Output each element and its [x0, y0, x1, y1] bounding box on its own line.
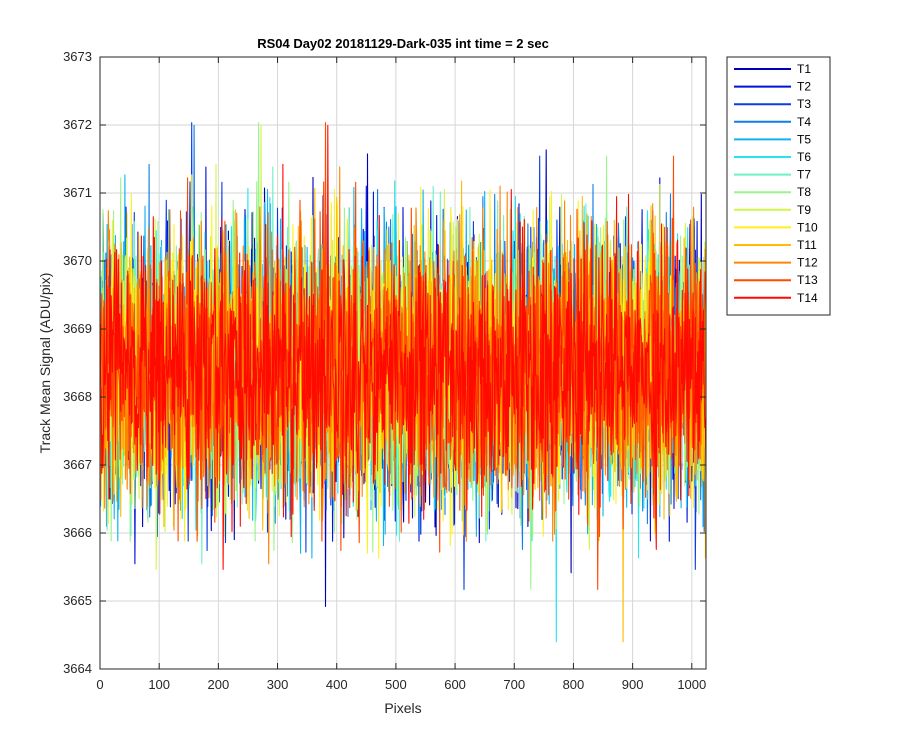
legend-label-t10: T10 [797, 220, 818, 234]
legend-box [726, 56, 831, 316]
y-tick-label: 3669 [63, 321, 92, 336]
x-tick-label: 200 [208, 677, 230, 692]
x-tick-label: 400 [326, 677, 348, 692]
x-tick-label: 900 [622, 677, 644, 692]
legend-label-t2: T2 [797, 80, 811, 94]
y-tick-label: 3667 [63, 457, 92, 472]
x-tick-label: 100 [148, 677, 170, 692]
y-tick-label: 3665 [63, 593, 92, 608]
legend-label-t8: T8 [797, 185, 811, 199]
x-tick-label: 500 [385, 677, 407, 692]
y-axis-ticks: 3664 3665 3666 3667 3668 3669 3670 3671 3672 3673 [63, 49, 706, 676]
legend-label-t13: T13 [797, 273, 818, 287]
legend-label-t14: T14 [797, 291, 818, 305]
y-tick-label: 3673 [63, 49, 92, 64]
y-tick-label: 3668 [63, 389, 92, 404]
legend-label-t1: T1 [797, 62, 811, 76]
legend-label-t9: T9 [797, 203, 811, 217]
y-tick-label: 3671 [63, 185, 92, 200]
legend-label-t7: T7 [797, 168, 811, 182]
x-tick-label: 600 [444, 677, 466, 692]
plot-frame [99, 56, 707, 670]
y-axis-label: Track Mean Signal (ADU/pix) [37, 273, 53, 454]
x-tick-label: 1000 [677, 677, 706, 692]
legend-label-t4: T4 [797, 115, 811, 129]
series-line-t14 [100, 124, 706, 570]
legend: T1 T2 T3 T4 T5 T6 T7 T8 T9 T10 T11 T12 T13 T14 [726, 56, 831, 316]
chart-title: RS04 Day02 20181129-Dark-035 int time = … [257, 36, 549, 51]
legend-label-t3: T3 [797, 97, 811, 111]
x-axis-ticks: 0 100 200 300 400 500 600 700 800 900 1000 [96, 57, 706, 692]
x-axis-label: Pixels [384, 700, 421, 716]
legend-label-t12: T12 [797, 256, 818, 270]
y-tick-label: 3666 [63, 525, 92, 540]
x-tick-label: 300 [267, 677, 289, 692]
y-tick-label: 3672 [63, 117, 92, 132]
legend-label-t5: T5 [797, 132, 811, 146]
y-tick-label: 3664 [63, 661, 92, 676]
x-tick-label: 0 [96, 677, 103, 692]
y-tick-label: 3670 [63, 253, 92, 268]
legend-label-t6: T6 [797, 150, 811, 164]
series-lines [100, 122, 706, 643]
series-line-t13 [100, 122, 706, 590]
legend-label-t11: T11 [797, 238, 817, 252]
x-tick-label: 800 [563, 677, 585, 692]
x-tick-label: 700 [503, 677, 525, 692]
